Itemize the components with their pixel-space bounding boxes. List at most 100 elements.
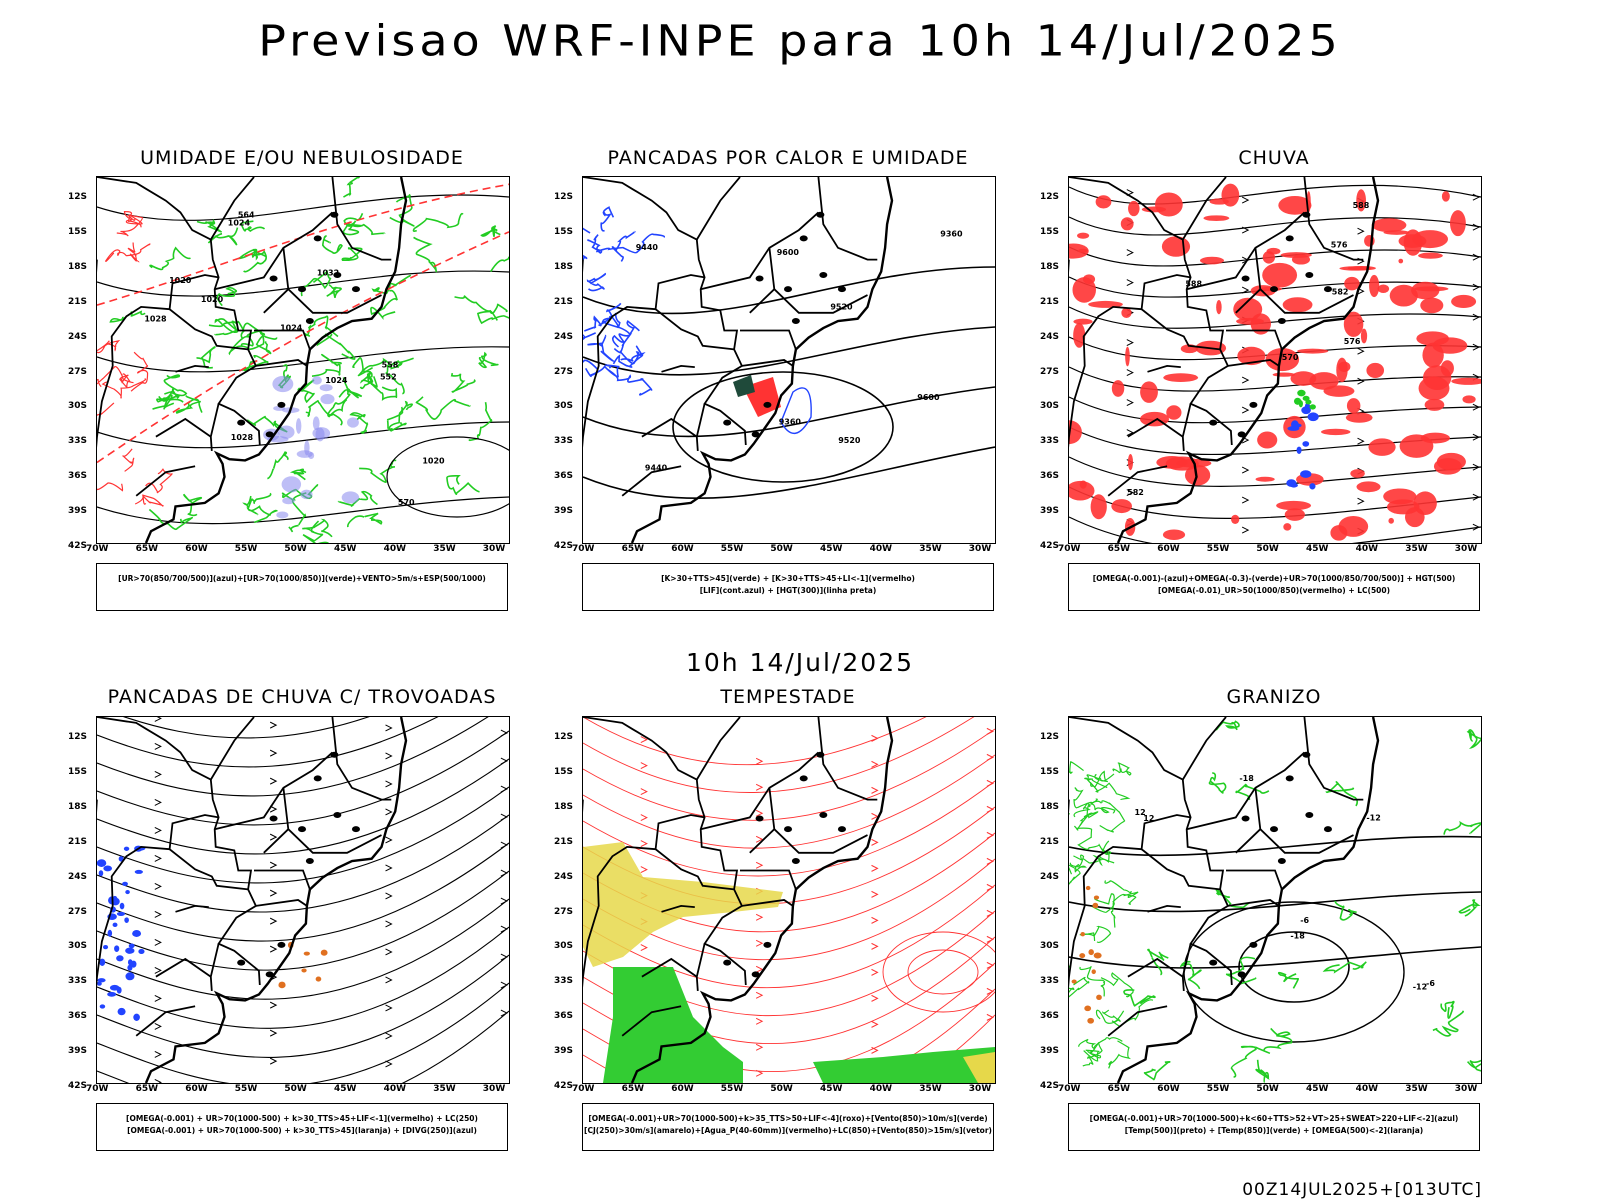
map-canvas: [97, 717, 509, 1083]
latitude-tick: 42S: [554, 541, 574, 551]
map-canvas: 9600 9520 9440 9360 9600 9520 9440 9360: [583, 177, 995, 543]
contour-label: 9360: [940, 229, 963, 238]
latitude-tick: 21S: [68, 296, 88, 307]
latitude-tick: 30S: [554, 941, 574, 952]
latitude-tick: 18S: [68, 261, 88, 272]
panel-title: UMIDADE E/OU NEBULOSIDADE: [140, 147, 464, 169]
latitude-tick: 42S: [68, 541, 88, 551]
latitude-tick: 18S: [1040, 261, 1060, 272]
latitude-tick: 27S: [554, 906, 574, 917]
contour-label: -18: [1290, 931, 1305, 940]
latitude-tick: 21S: [1040, 836, 1060, 847]
longitude-tick: 65W: [621, 1084, 645, 1094]
longitude-tick: 70W: [1058, 544, 1081, 554]
latitude-tick: 30S: [554, 401, 574, 412]
latitude-tick: 33S: [68, 436, 88, 447]
latitude-tick: 39S: [554, 1046, 574, 1057]
latitude-tick: 18S: [554, 801, 574, 812]
longitude-tick: 55W: [720, 544, 744, 554]
contour-label: 1024: [228, 218, 251, 227]
contour-label: 558: [382, 360, 399, 369]
latitude-tick: 36S: [68, 471, 88, 482]
contour-label: 570: [1282, 353, 1299, 362]
longitude-tick: 35W: [1405, 1084, 1428, 1094]
latitude-tick: 15S: [1040, 766, 1060, 777]
latitude-tick: 42S: [1040, 1081, 1060, 1091]
latitude-tick: 27S: [554, 366, 574, 377]
contour-label: 588: [1185, 280, 1202, 289]
longitude-tick: 55W: [234, 1084, 258, 1094]
map-panel: -6 -12 -18 -12 -18 -6 12 12: [1068, 716, 1482, 1084]
contour-label: 1020: [201, 295, 224, 304]
longitude-tick: 60W: [185, 1084, 208, 1094]
latitude-tick: 15S: [1040, 226, 1060, 237]
latitude-tick: 12S: [554, 192, 574, 202]
latitude-tick: 30S: [68, 401, 88, 412]
longitude-tick: 50W: [770, 1084, 793, 1094]
latitude-tick: 36S: [68, 1011, 88, 1022]
contour-label: 1020: [422, 456, 445, 465]
legend-line: [UR>70(850/700/500)](azul)+[UR>70(1000/8…: [118, 574, 486, 583]
map-panel: [582, 716, 996, 1084]
latitude-tick: 33S: [1040, 976, 1060, 987]
map-canvas: 588 588 582 576 570 576 582: [1069, 177, 1481, 543]
latitude-tick: 18S: [554, 261, 574, 272]
longitude-tick: 35W: [919, 544, 942, 554]
latitude-tick: 27S: [68, 906, 88, 917]
contour-label: 12: [1135, 808, 1146, 817]
contour-label: 576: [1331, 241, 1348, 250]
contour-label: -18: [1239, 774, 1254, 783]
contour-label: 570: [398, 498, 415, 507]
panel-title: GRANIZO: [1226, 686, 1322, 708]
contour-label: 564: [238, 211, 255, 220]
latitude-tick: 27S: [1040, 366, 1060, 377]
map-canvas: 1020 1020 1024 1024 1028 1032 1028 1024 1020 552 5…: [97, 177, 509, 543]
longitude-tick: 55W: [1206, 544, 1230, 554]
latitude-tick: 21S: [554, 836, 574, 847]
contour-label: 9520: [830, 303, 853, 312]
latitude-tick: 18S: [68, 801, 88, 812]
longitude-tick: 35W: [433, 1084, 456, 1094]
longitude-tick: 70W: [86, 544, 109, 554]
subtitle: 10h 14/Jul/2025: [685, 648, 915, 677]
latitude-tick: 39S: [554, 506, 574, 517]
panel-title: PANCADAS POR CALOR E UMIDADE: [607, 147, 969, 169]
legend-line: [OMEGA(-0.001) + UR>70(1000-500) + k>30_…: [127, 1126, 477, 1135]
longitude-tick: 35W: [433, 544, 456, 554]
longitude-tick: 70W: [1058, 1084, 1081, 1094]
latitude-tick: 12S: [68, 192, 88, 202]
latitude-tick: 39S: [1040, 506, 1060, 517]
latitude-tick: 33S: [1040, 436, 1060, 447]
longitude-tick: 50W: [770, 544, 793, 554]
longitude-tick: 35W: [1405, 544, 1428, 554]
contour-label: 1028: [144, 315, 167, 324]
longitude-tick: 60W: [671, 1084, 694, 1094]
latitude-tick: 36S: [1040, 1011, 1060, 1022]
longitude-tick: 50W: [1256, 1084, 1279, 1094]
map-panel: 9600 9520 9440 9360 9600 9520 9440 9360: [582, 176, 996, 544]
contour-label: 1020: [169, 276, 192, 285]
longitude-tick: 65W: [1107, 544, 1131, 554]
longitude-tick: 40W: [869, 544, 893, 554]
longitude-tick: 45W: [334, 1084, 357, 1094]
latitude-tick: 27S: [1040, 906, 1060, 917]
legend-line: [K>30+TTS>45](verde) + [K>30+TTS>45+LI<-…: [661, 574, 915, 583]
contour-label: 12: [1143, 814, 1154, 823]
map-panel: [96, 716, 510, 1084]
contour-label: -6: [1426, 979, 1435, 988]
longitude-tick: 45W: [820, 1084, 843, 1094]
legend-box: [OMEGA(-0.001)+UR>70(1000-500)+k<60+TTS>…: [1068, 1103, 1480, 1151]
latitude-tick: 33S: [554, 976, 574, 987]
longitude-tick: 70W: [572, 1084, 595, 1094]
longitude-tick: 70W: [572, 544, 595, 554]
longitude-tick: 55W: [720, 1084, 744, 1094]
longitude-tick: 30W: [482, 544, 506, 554]
longitude-tick: 40W: [869, 1084, 893, 1094]
legend-line: [OMEGA(-0.001) + UR>70(1000-500) + k>30_…: [126, 1114, 478, 1123]
contour-label: 1032: [317, 269, 339, 278]
longitude-tick: 30W: [1454, 1084, 1478, 1094]
contour-label: 9520: [838, 436, 861, 445]
longitude-tick: 55W: [234, 544, 258, 554]
latitude-tick: 12S: [68, 732, 88, 742]
